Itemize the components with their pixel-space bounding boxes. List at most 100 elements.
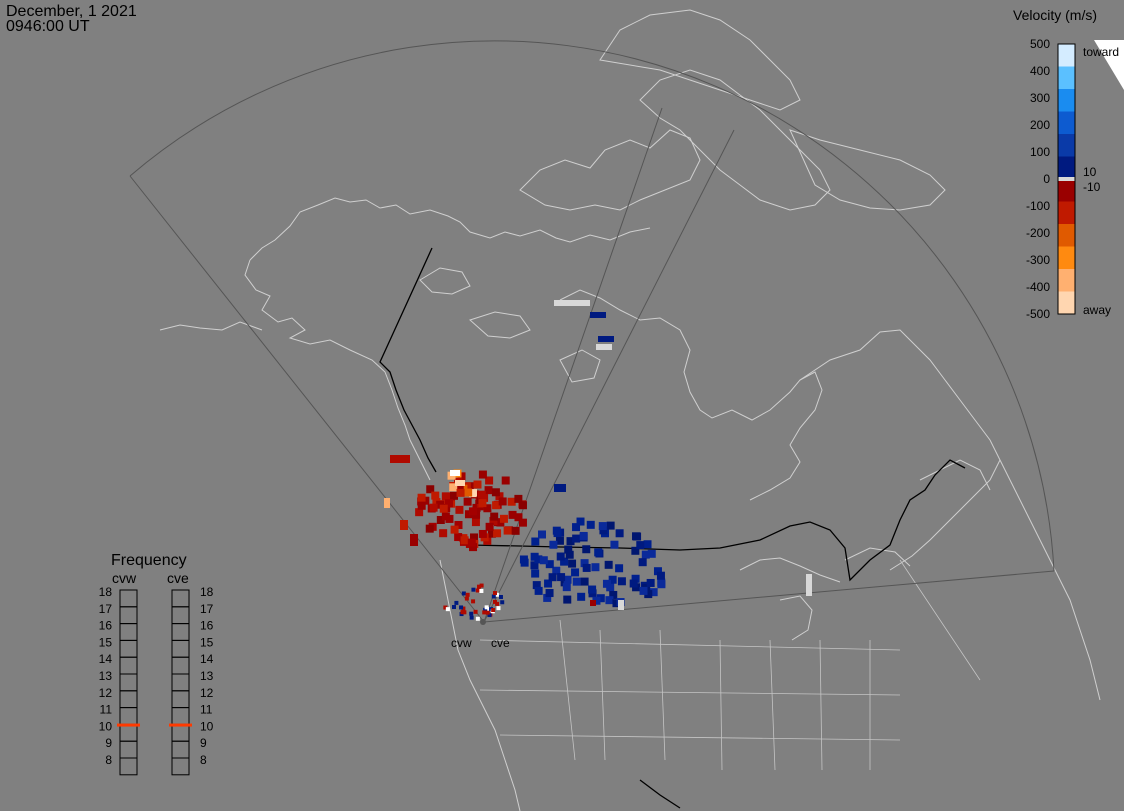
colorbar-swatch <box>1058 269 1075 292</box>
velocity-cell <box>566 537 575 546</box>
velocity-cell <box>590 312 606 318</box>
colorbar-tick-label: 300 <box>1030 91 1050 105</box>
velocity-cell <box>617 577 626 586</box>
velocity-cell <box>555 536 564 545</box>
velocity-cell <box>485 522 494 531</box>
frequency-cell <box>171 740 190 759</box>
velocity-cell <box>632 532 641 541</box>
frequency-scale-label: 11 <box>200 703 213 717</box>
velocity-cell <box>608 575 617 584</box>
velocity-cell <box>596 344 612 350</box>
frequency-scale-label: 8 <box>200 753 207 767</box>
velocity-cell <box>454 533 463 542</box>
velocity-cell <box>610 540 619 549</box>
velocity-cell <box>646 578 655 587</box>
velocity-cell <box>538 530 547 539</box>
velocity-cell <box>565 550 574 559</box>
colorbar-tick-label: -100 <box>1026 199 1050 213</box>
velocity-cell <box>572 534 581 543</box>
colorbar-swatch <box>1058 201 1075 225</box>
velocity-cell <box>518 518 527 527</box>
frequency-scale-label: 8 <box>105 753 112 767</box>
velocity-cell <box>639 586 648 595</box>
radar-site-marker <box>480 619 486 625</box>
velocity-cell <box>390 455 410 463</box>
velocity-cell <box>657 580 666 589</box>
velocity-cell <box>543 593 552 602</box>
velocity-cell <box>496 606 501 611</box>
velocity-cell <box>454 600 459 605</box>
frequency-cell <box>171 639 190 658</box>
velocity-cell <box>530 561 539 570</box>
velocity-cell <box>464 488 473 497</box>
velocity-cell <box>605 596 614 605</box>
velocity-cell <box>492 501 501 510</box>
velocity-cell <box>606 521 615 530</box>
velocity-cell <box>609 590 618 599</box>
time-label: 0946:00 UT <box>6 18 90 35</box>
velocity-cell <box>467 538 476 547</box>
velocity-cell <box>656 571 665 580</box>
velocity-cell <box>602 579 611 588</box>
colorbar-gray-band <box>1058 177 1075 181</box>
frequency-scale-label: 18 <box>99 585 113 599</box>
velocity-cell <box>618 600 624 610</box>
velocity-cell <box>454 520 463 529</box>
frequency-cell <box>119 656 138 675</box>
velocity-cell <box>465 592 470 597</box>
velocity-cell <box>461 591 466 596</box>
velocity-cell <box>410 534 418 546</box>
velocity-cell <box>532 581 541 590</box>
colorbar-toward-label: toward <box>1083 45 1119 59</box>
velocity-cell <box>425 524 434 533</box>
velocity-cell <box>417 501 426 510</box>
velocity-cell <box>473 609 478 614</box>
velocity-cell <box>615 529 624 538</box>
velocity-cell <box>491 607 496 612</box>
velocity-cell <box>455 505 464 514</box>
velocity-cell <box>445 514 454 523</box>
timestamp: December, 1 2021 0946:00 UT <box>6 3 137 35</box>
colorbar-tick-label: -300 <box>1026 253 1050 267</box>
velocity-cell <box>441 492 450 501</box>
velocity-cell <box>492 591 497 596</box>
velocity-cell <box>572 577 581 586</box>
velocity-cell <box>500 600 505 605</box>
velocity-cell <box>519 555 528 564</box>
velocity-cell <box>545 560 554 569</box>
velocity-cell <box>471 599 476 604</box>
velocity-cell <box>554 484 566 492</box>
velocity-cell <box>508 510 517 519</box>
velocity-cell <box>503 526 512 535</box>
colorbar-swatch <box>1058 44 1075 67</box>
velocity-cell <box>612 599 621 608</box>
velocity-cell <box>436 516 445 525</box>
velocity-cell <box>501 476 510 485</box>
velocity-cell <box>469 611 474 616</box>
frequency-cell <box>119 740 138 759</box>
corner-fold <box>1094 40 1124 90</box>
velocity-cell <box>468 507 477 516</box>
frequency-radar-cvw: cvw <box>112 570 137 586</box>
frequency-scale-label: 15 <box>200 635 214 649</box>
velocity-cell <box>456 488 465 497</box>
colorbar-swatch <box>1058 156 1075 180</box>
frequency-scale-label: 18 <box>200 585 214 599</box>
frequency-cell <box>171 757 190 776</box>
velocity-cell <box>604 560 613 569</box>
frequency-scale-label: 12 <box>200 686 214 700</box>
velocity-cell <box>463 497 472 506</box>
velocity-cell <box>534 555 543 564</box>
velocity-cell <box>491 488 500 497</box>
velocity-cell <box>495 601 500 606</box>
colorbar-away-label: away <box>1083 303 1111 317</box>
frequency-scale-label: 9 <box>200 736 207 750</box>
velocity-cell <box>475 588 480 593</box>
frequency-scale-label: 13 <box>200 669 214 683</box>
velocity-cell <box>549 540 558 549</box>
velocity-cells <box>384 300 812 621</box>
colorbar-pos-threshold: 10 <box>1083 165 1097 179</box>
frequency-cell <box>171 589 190 608</box>
frequency-scale-label: 13 <box>99 669 113 683</box>
velocity-cell <box>479 583 484 588</box>
